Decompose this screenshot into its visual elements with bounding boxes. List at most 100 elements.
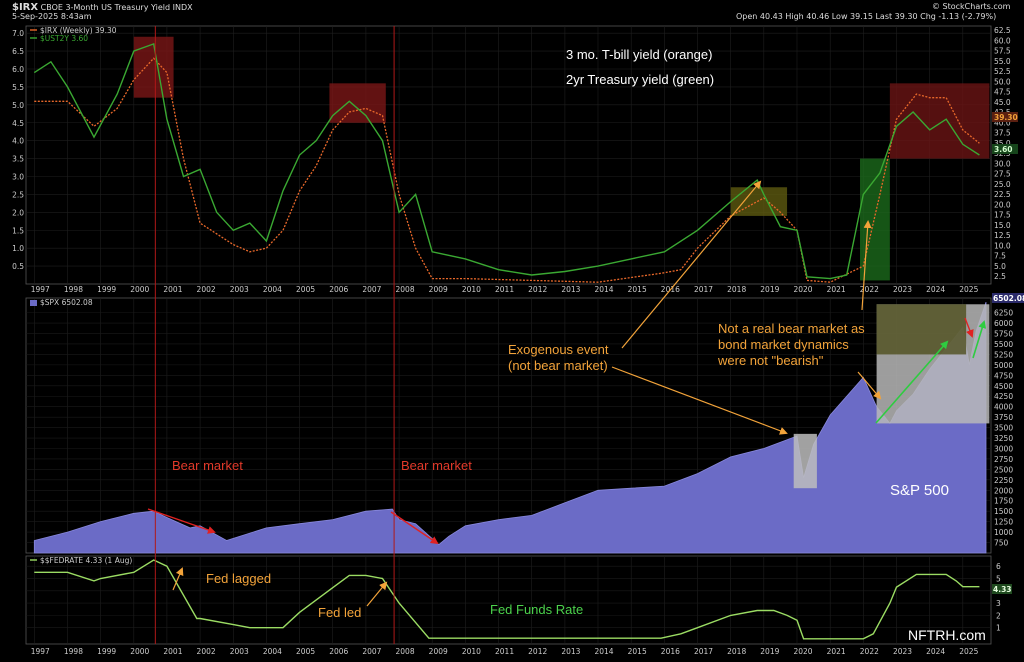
x-axis-year-top: 2009: [429, 285, 448, 294]
arrow-fed-led: [366, 581, 388, 607]
x-axis-year-bottom: 2014: [594, 647, 613, 656]
x-axis-year-top: 2019: [760, 285, 779, 294]
x-axis-year-bottom: 2006: [329, 647, 348, 656]
x-axis-year-top: 1998: [64, 285, 83, 294]
spx-right-tick: 4250: [994, 392, 1013, 401]
arrow-bear-2025: [964, 317, 974, 338]
spx-right-tick: 4750: [994, 371, 1013, 380]
yield-right-tick: 60.0: [994, 36, 1011, 45]
x-axis-year-bottom: 2019: [760, 647, 779, 656]
yield-right-tick: 57.5: [994, 47, 1011, 56]
fed-right-tick: 6: [996, 562, 1001, 571]
annotation-2yr: 2yr Treasury yield (green): [566, 72, 715, 87]
x-axis-year-top: 2006: [329, 285, 348, 294]
yield-left-tick: 4.5: [12, 119, 24, 128]
annotation-fed-lagged: Fed lagged: [206, 571, 272, 586]
last-tag-irx: 39.30: [994, 113, 1018, 122]
series-2yr-line: [33, 42, 980, 280]
arrow-bull-2023: [875, 340, 949, 424]
x-axis-year-top: 2025: [959, 285, 978, 294]
header-credit: © StockCharts.com: [932, 2, 1011, 11]
yield-right-tick: 55.0: [994, 57, 1011, 66]
highlight-box-2023: [889, 83, 990, 159]
spx-right-tick: 4000: [994, 403, 1013, 412]
yield-right-tick: 5.0: [994, 262, 1006, 271]
site-watermark: NFTRH.com: [908, 627, 986, 643]
yield-right-tick: 40.0: [994, 118, 1011, 127]
x-axis-year-bottom: 2017: [694, 647, 713, 656]
yield-right-tick: 7.5: [994, 252, 1006, 261]
last-tag-fed: 4.33: [993, 585, 1012, 594]
x-axis-year-top: 2000: [130, 285, 149, 294]
x-axis-year-top: 2015: [628, 285, 647, 294]
header-date: 5-Sep-2025 8:43am: [12, 12, 92, 21]
spx-right-tick: 3250: [994, 434, 1013, 443]
spx-right-tick: 1750: [994, 497, 1013, 506]
x-axis-year-top: 2002: [197, 285, 216, 294]
x-axis-year-bottom: 2001: [163, 647, 182, 656]
last-tag-spx: 6502.08: [993, 294, 1024, 303]
annotation-not-real-bear: Not a real bear market as bond market dy…: [718, 321, 865, 368]
yield-left-tick: 5.0: [12, 101, 24, 110]
arrow-bull-2025: [972, 320, 987, 359]
header-name: CBOE 3-Month US Treasury Yield: [40, 3, 171, 12]
x-axis-year-top: 2020: [793, 285, 812, 294]
x-axis-year-top: 2005: [296, 285, 315, 294]
annotation-bear-2000: Bear market: [172, 458, 243, 473]
yield-left-tick: 1.5: [12, 226, 24, 235]
spx-right-tick: 6000: [994, 319, 1013, 328]
fed-panel-frame: [25, 555, 992, 645]
yield-right-tick: 45.0: [994, 98, 1011, 107]
yield-left-tick: 3.5: [12, 155, 24, 164]
x-axis-year-bottom: 2023: [893, 647, 912, 656]
spx-right-tick: 5250: [994, 350, 1013, 359]
annotation-fed-led: Fed led: [318, 605, 362, 620]
yield-right-tick: 50.0: [994, 77, 1011, 86]
x-axis-year-top: 2023: [893, 285, 912, 294]
yield-left-tick: 2.0: [12, 208, 24, 217]
arrow-notreal-to-yield: [861, 220, 872, 311]
spx-highlight-2020: [793, 433, 817, 489]
spx-right-tick: 1000: [994, 528, 1013, 537]
x-axis-year-bottom: 2015: [628, 647, 647, 656]
spx-right-tick: 6250: [994, 309, 1013, 318]
x-axis-year-bottom: 2018: [727, 647, 746, 656]
series-tbill-line: [34, 57, 980, 283]
yield-right-tick: 27.5: [994, 170, 1011, 179]
spx-right-tick: 3000: [994, 444, 1013, 453]
spx-highlight-2022-top: [876, 304, 967, 355]
last-tag-2yr-bg: [992, 144, 1018, 154]
x-axis-year-top: 2004: [263, 285, 282, 294]
annotation-tbill: 3 mo. T-bill yield (orange): [566, 47, 713, 62]
x-axis-year-bottom: 2007: [362, 647, 381, 656]
x-axis-year-top: 2011: [495, 285, 514, 294]
x-axis-year-bottom: 2003: [230, 647, 249, 656]
x-axis-year-bottom: 2011: [495, 647, 514, 656]
x-axis-year-top: 2017: [694, 285, 713, 294]
x-axis-year-bottom: 2020: [793, 647, 812, 656]
spx-right-tick: 1250: [994, 518, 1013, 527]
x-axis-year-top: 2021: [827, 285, 846, 294]
annotation-exogenous: Exogenous event (not bear market): [508, 342, 609, 373]
legend-spx: $SPX 6502.08: [40, 298, 93, 307]
x-axis-year-top: 2018: [727, 285, 746, 294]
x-axis-year-bottom: 2016: [661, 647, 680, 656]
yield-left-tick: 7.0: [12, 29, 24, 38]
last-tag-spx-bg: [992, 293, 1024, 303]
x-axis-year-bottom: 2005: [296, 647, 315, 656]
yield-right-tick: 47.5: [994, 88, 1011, 97]
x-axis-year-bottom: 2009: [429, 647, 448, 656]
x-axis-year-bottom: 1998: [64, 647, 83, 656]
x-axis-year-bottom: 2013: [561, 647, 580, 656]
x-axis-year-top: 2010: [462, 285, 481, 294]
yield-left-tick: 2.5: [12, 190, 24, 199]
yield-left-tick: 6.0: [12, 65, 24, 74]
x-axis-year-bottom: 2021: [827, 647, 846, 656]
x-axis-year-top: 2003: [230, 285, 249, 294]
yield-right-tick: 20.0: [994, 200, 1011, 209]
x-axis-year-bottom: 1999: [97, 647, 116, 656]
arrow-exogenous-to-spx: [611, 366, 788, 435]
x-axis-year-top: 1997: [31, 285, 50, 294]
